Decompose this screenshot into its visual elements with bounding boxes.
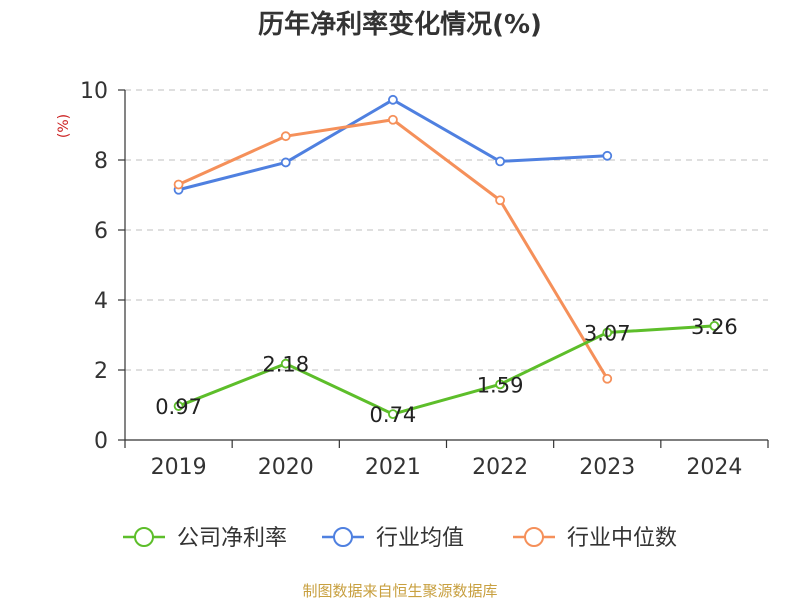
data-point bbox=[388, 94, 398, 105]
legend-item[interactable]: 公司净利率 bbox=[123, 526, 287, 551]
series-1 bbox=[173, 94, 613, 195]
x-tick-label: 2019 bbox=[151, 455, 207, 480]
axes: 0 2 4 6 8 10 2019 2020 2021 2022 2023 2024 bbox=[80, 79, 769, 480]
x-tick-label: 2022 bbox=[472, 455, 528, 480]
series-line bbox=[178, 98, 608, 192]
legend-marker bbox=[524, 527, 544, 547]
legend[interactable]: 公司净利率 行业均值 行业中位数 bbox=[123, 526, 677, 551]
data-point bbox=[495, 379, 505, 390]
data-point bbox=[280, 157, 291, 168]
legend-marker bbox=[333, 527, 353, 547]
y-tick-label: 4 bbox=[94, 289, 108, 314]
data-label: 2.18 bbox=[262, 353, 309, 377]
chart-title: 历年净利率变化情况(%) bbox=[258, 9, 542, 40]
y-tick-label: 6 bbox=[94, 219, 108, 244]
x-tick-label: 2024 bbox=[686, 455, 742, 480]
y-axis-unit-label: (%) bbox=[56, 114, 72, 138]
data-point bbox=[495, 195, 505, 206]
data-point bbox=[388, 409, 398, 420]
legend-label: 公司净利率 bbox=[177, 526, 287, 551]
data-point bbox=[173, 401, 184, 411]
y-tick-label: 0 bbox=[94, 429, 108, 454]
legend-marker bbox=[134, 527, 154, 547]
data-point bbox=[495, 156, 505, 167]
data-label: 3.07 bbox=[584, 322, 631, 346]
y-tick-label: 10 bbox=[80, 79, 108, 104]
series-lines bbox=[173, 94, 720, 420]
data-source-note: 制图数据来自恒生聚源数据库 bbox=[302, 582, 497, 600]
x-tick-label: 2021 bbox=[365, 455, 421, 480]
series-2 bbox=[173, 114, 613, 384]
data-point bbox=[173, 179, 184, 190]
y-tick-label: 8 bbox=[94, 149, 108, 174]
x-tick-label: 2020 bbox=[258, 455, 314, 480]
data-labels: 0.97 2.18 0.74 1.59 3.07 3.26 bbox=[155, 315, 738, 427]
data-point bbox=[602, 150, 613, 161]
data-label: 0.97 bbox=[155, 395, 202, 419]
data-point bbox=[280, 131, 291, 142]
data-point bbox=[388, 114, 398, 125]
data-label: 1.59 bbox=[477, 373, 524, 397]
series-0 bbox=[173, 320, 720, 420]
data-label: 3.26 bbox=[691, 315, 738, 339]
legend-item[interactable]: 行业均值 bbox=[322, 526, 464, 551]
data-point bbox=[709, 320, 720, 331]
x-tick-label: 2023 bbox=[579, 455, 635, 480]
legend-item[interactable]: 行业中位数 bbox=[513, 526, 677, 551]
data-point bbox=[602, 373, 613, 384]
legend-label: 行业中位数 bbox=[567, 526, 677, 551]
data-point bbox=[602, 327, 613, 338]
data-label: 0.74 bbox=[370, 403, 417, 427]
y-tick-label: 2 bbox=[94, 359, 108, 384]
data-point bbox=[280, 358, 291, 369]
series-line bbox=[178, 324, 715, 416]
legend-label: 行业均值 bbox=[376, 526, 464, 551]
